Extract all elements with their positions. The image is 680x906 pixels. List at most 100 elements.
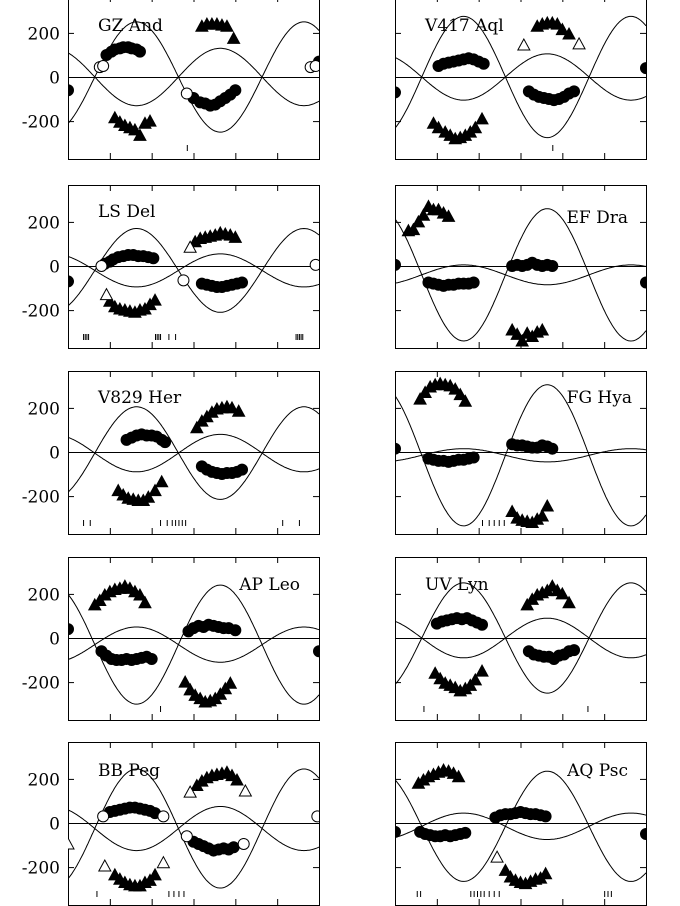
fit-curve-2 [68, 806, 319, 852]
primary-point [546, 260, 559, 272]
secondary-point [451, 769, 466, 783]
secondary-point [148, 483, 162, 497]
primary-point [229, 84, 242, 97]
primary-point-open [97, 59, 110, 72]
primary-point-open [97, 810, 110, 823]
secondary-point [133, 128, 147, 141]
primary-point [568, 85, 581, 98]
secondary-point [225, 400, 239, 414]
y-tick-label: -200 [22, 674, 60, 694]
fit-curve-1 [68, 406, 319, 500]
primary-point [477, 57, 490, 70]
panel-uv-lyn: UV Lyn [395, 557, 647, 721]
secondary-point [555, 586, 570, 600]
y-tick-label: 0 [49, 444, 60, 464]
secondary-point [468, 672, 483, 686]
primary-point [476, 618, 489, 631]
fit-curve-2 [395, 264, 646, 286]
fit-curve-2 [395, 812, 646, 840]
secondary-point [538, 866, 553, 880]
panel-bb-peg: 200 0 -200 BB Peg [22, 742, 320, 906]
panel-label: V417 Aql [424, 16, 504, 36]
secondary-point-open [183, 785, 197, 798]
panel-ef-dra: EF Dra [395, 185, 647, 349]
secondary-point [406, 222, 421, 236]
secondary-point [190, 420, 204, 434]
secondary-point [468, 120, 483, 134]
secondary-point-open [183, 240, 197, 253]
secondary-point-open [572, 36, 586, 50]
secondary-point [416, 208, 431, 221]
secondary-point [138, 595, 152, 609]
panel-gz-and: 200 0 -200 GZ And [22, 0, 320, 160]
secondary-point [220, 19, 234, 32]
y-tick-label: 200 [28, 24, 60, 44]
secondary-point-open [517, 37, 531, 51]
primary-point-open [177, 274, 190, 287]
secondary-point [441, 209, 456, 222]
y-tick-label: 200 [28, 585, 60, 605]
primary-point [236, 276, 249, 289]
y-tick-label: 200 [28, 770, 60, 790]
primary-point [68, 275, 74, 288]
y-tick-label: 200 [28, 399, 60, 419]
panel-label: UV Lyn [425, 575, 489, 595]
secondary-point [562, 26, 576, 40]
primary-point [539, 810, 552, 823]
y-tick-label: -200 [22, 488, 60, 508]
panel-fg-hya: FG Hya [395, 371, 647, 535]
secondary-point [148, 293, 162, 306]
primary-point-open [237, 837, 250, 850]
primary-point [68, 84, 74, 97]
primary-point [568, 644, 581, 657]
secondary-point [498, 863, 513, 876]
panel-label: FG Hya [567, 388, 632, 408]
panel-label: AP Leo [238, 575, 300, 595]
secondary-point [178, 675, 192, 688]
secondary-point-open [99, 287, 114, 301]
primary-point [395, 86, 401, 99]
secondary-point [230, 772, 244, 786]
secondary-point-open [156, 855, 171, 869]
fit-curve-1 [395, 15, 646, 139]
primary-point [147, 252, 160, 265]
primary-point-open [309, 59, 319, 72]
secondary-point [562, 595, 576, 609]
primary-point-open [309, 258, 319, 271]
secondary-point [515, 333, 530, 347]
primary-point [395, 825, 401, 838]
panel-v829-her: 200 0 -200 V829 Her [22, 371, 320, 535]
fit-curve-2 [395, 53, 646, 101]
panel-label: GZ And [98, 16, 163, 36]
primary-point [467, 276, 480, 289]
y-tick-label: 0 [49, 630, 60, 650]
fit-curve-2 [395, 617, 646, 659]
fit-curve-1 [395, 208, 646, 342]
secondary-point [133, 587, 147, 601]
primary-point [159, 436, 172, 449]
primary-point [395, 442, 401, 455]
secondary-point-open [490, 850, 504, 863]
panel-label: LS Del [98, 202, 155, 222]
secondary-point [431, 120, 446, 134]
primary-point [467, 451, 480, 464]
primary-point [313, 645, 319, 658]
panel-label: BB Peg [98, 761, 160, 781]
fit-curve-1 [395, 770, 646, 882]
panel-ap-leo: 200 0 -200 AP Leo [22, 557, 320, 721]
primary-point [68, 623, 74, 636]
y-tick-label: 0 [49, 69, 60, 89]
secondary-point [535, 508, 550, 522]
fit-curve-2 [68, 253, 319, 288]
primary-point [236, 463, 249, 476]
secondary-point [475, 111, 489, 125]
y-tick-label: 200 [28, 213, 60, 233]
primary-point [640, 62, 646, 75]
panel-ls-del: 200 0 -200 LS Del [22, 185, 320, 349]
primary-point [459, 826, 472, 839]
secondary-point [458, 394, 473, 407]
primary-point [395, 258, 401, 271]
secondary-point [141, 490, 156, 503]
secondary-point [226, 31, 241, 44]
panel-label: AQ Psc [566, 761, 628, 781]
